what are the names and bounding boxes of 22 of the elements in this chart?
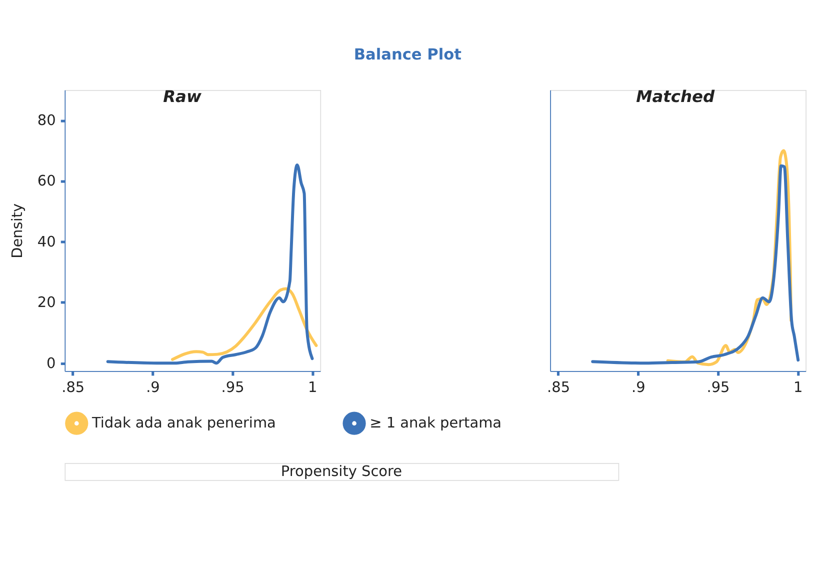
x-tick-label: .85 bbox=[62, 380, 85, 396]
chart-title: Matched bbox=[636, 86, 715, 106]
y-tick-label: 40 bbox=[37, 234, 56, 250]
y-tick-label: 20 bbox=[37, 295, 56, 312]
y-tick-label: 80 bbox=[37, 113, 56, 130]
x-tick-label: .95 bbox=[706, 380, 730, 396]
x-tick-label: .85 bbox=[547, 380, 570, 396]
line-series bbox=[171, 287, 318, 361]
legend-label: ≥ 1 anak pertama bbox=[370, 416, 502, 432]
x-tick-label: .9 bbox=[631, 380, 646, 396]
text: Balance Plot bbox=[354, 46, 462, 64]
y-axis-title: Density bbox=[10, 202, 26, 258]
y-tick-label: 60 bbox=[37, 174, 56, 190]
x-axis-title: Propensity Score bbox=[280, 464, 402, 480]
x-tick-label: 1 bbox=[793, 380, 803, 396]
line-series bbox=[106, 163, 314, 365]
x-tick-label: .9 bbox=[146, 380, 160, 396]
legend-label: Tidak ada anak penerima bbox=[90, 416, 276, 432]
x-tick-label: 1 bbox=[308, 380, 318, 396]
y-tick-label: 0 bbox=[46, 356, 56, 372]
chart-title: Raw bbox=[163, 86, 202, 106]
x-tick-label: .95 bbox=[221, 380, 244, 396]
